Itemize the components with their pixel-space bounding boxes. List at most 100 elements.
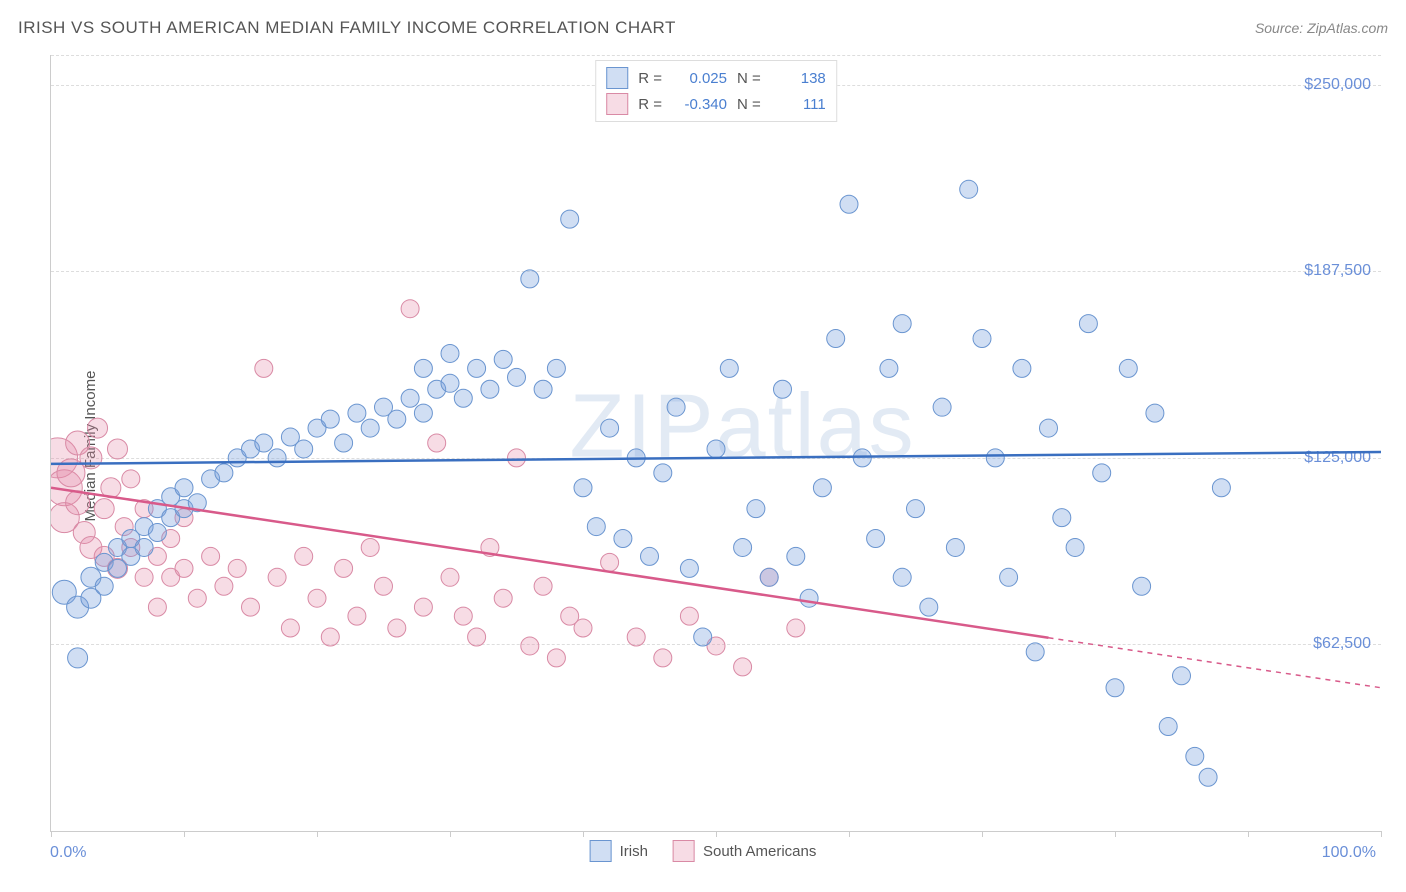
stat-r-value: -0.340 [672,96,727,113]
point-south-american [308,589,326,607]
point-irish [215,464,233,482]
point-irish [720,359,738,377]
x-tick [450,831,451,837]
stat-r-value: 0.025 [672,70,727,87]
point-irish [920,598,938,616]
point-irish [787,547,805,565]
point-irish [454,389,472,407]
x-tick [1115,831,1116,837]
point-south-american [88,418,108,438]
point-irish [414,359,432,377]
point-irish [641,547,659,565]
x-tick [583,831,584,837]
point-irish [946,538,964,556]
point-south-american [787,619,805,637]
point-south-american [414,598,432,616]
point-south-american [454,607,472,625]
point-irish [1186,747,1204,765]
point-irish [441,344,459,362]
point-south-american [335,559,353,577]
point-irish [840,195,858,213]
point-irish [268,449,286,467]
source-text: Source: ZipAtlas.com [1255,20,1388,36]
legend-swatch [590,840,612,862]
point-irish [907,500,925,518]
point-irish [1053,509,1071,527]
point-south-american [375,577,393,595]
point-irish [441,374,459,392]
point-irish [508,368,526,386]
point-south-american [175,559,193,577]
x-tick [317,831,318,837]
trend-line-south-american-extrapolated [1049,638,1382,688]
point-south-american [401,300,419,318]
x-tick [982,831,983,837]
x-max-label: 100.0% [1322,844,1376,862]
stat-n-value: 138 [771,70,826,87]
legend-label: Irish [620,843,648,860]
point-irish [1119,359,1137,377]
point-south-american [348,607,366,625]
point-irish [1040,419,1058,437]
legend-item: Irish [590,840,648,862]
point-irish [933,398,951,416]
point-south-american [521,637,539,655]
point-irish [800,589,818,607]
point-irish [1026,643,1044,661]
point-south-american [468,628,486,646]
point-south-american [321,628,339,646]
point-irish [414,404,432,422]
series-legend: Irish South Americans [590,840,817,862]
point-south-american [601,553,619,571]
point-irish [986,449,1004,467]
point-south-american [228,559,246,577]
point-irish [1066,538,1084,556]
point-irish [707,440,725,458]
point-south-american [627,628,645,646]
point-irish [694,628,712,646]
point-irish [1133,577,1151,595]
point-south-american [547,649,565,667]
point-south-american [80,447,102,469]
point-irish [654,464,672,482]
point-south-american [281,619,299,637]
point-south-american [94,499,114,519]
scatter-plot [51,55,1381,831]
point-irish [734,538,752,556]
point-irish [601,419,619,437]
point-south-american [734,658,752,676]
point-irish [348,404,366,422]
point-south-american [188,589,206,607]
point-irish [1159,718,1177,736]
point-south-american [654,649,672,667]
stat-r-label: R = [638,70,662,87]
point-south-american [534,577,552,595]
point-irish [574,479,592,497]
point-irish [867,530,885,548]
point-irish [1000,568,1018,586]
point-south-american [215,577,233,595]
point-south-american [361,538,379,556]
point-irish [680,559,698,577]
stats-row: R = 0.025 N = 138 [606,65,826,91]
x-tick [716,831,717,837]
point-irish [1212,479,1230,497]
point-irish [255,434,273,452]
point-irish [521,270,539,288]
chart-area: ZIPatlas R =0.025N =138R =-0.340N =111 $… [50,55,1381,832]
point-irish [880,359,898,377]
point-irish [148,524,166,542]
stats-row: R =-0.340N =111 [606,91,826,117]
x-tick [1381,831,1382,837]
stat-n-label: N = [737,70,761,87]
point-south-american [494,589,512,607]
point-irish [1013,359,1031,377]
point-irish [388,410,406,428]
point-irish [95,577,113,595]
legend-label: South Americans [703,843,816,860]
point-irish [547,359,565,377]
point-south-american [388,619,406,637]
point-irish [335,434,353,452]
stat-r-label: R = [638,96,662,113]
point-irish [561,210,579,228]
